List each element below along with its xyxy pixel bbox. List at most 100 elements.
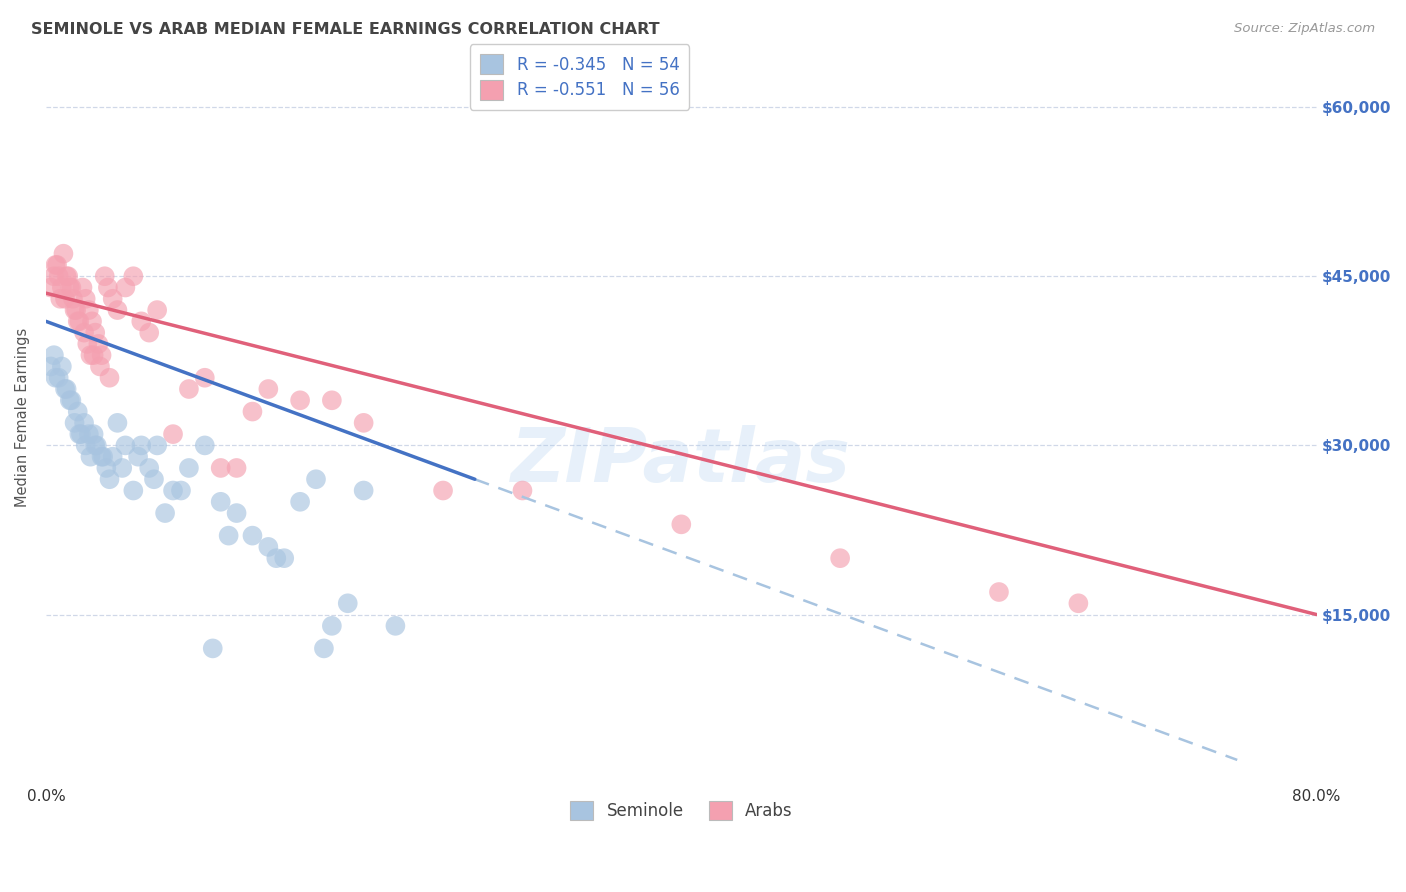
Point [96,461,118,475]
Point [60,393,83,408]
Point [225,506,247,520]
Y-axis label: Median Female Earnings: Median Female Earnings [15,327,30,507]
Point [209,495,232,509]
Point [288,393,311,408]
Point [62,292,84,306]
Point [70,427,93,442]
Point [432,483,454,498]
Point [107,303,129,318]
Point [39,280,62,294]
Point [90,348,112,362]
Point [266,551,288,566]
Point [107,416,129,430]
Point [46,258,69,272]
Text: ZIPatlas: ZIPatlas [512,425,851,498]
Point [138,461,160,475]
Point [55,382,77,396]
Point [671,517,693,532]
Point [42,269,65,284]
Point [988,585,1011,599]
Point [55,269,77,284]
Point [80,314,103,328]
Point [101,292,124,306]
Point [321,393,343,408]
Point [73,326,96,340]
Point [60,280,83,294]
Point [127,450,149,464]
Point [194,370,217,384]
Point [53,382,76,396]
Point [146,303,169,318]
Point [75,292,97,306]
Point [830,551,852,566]
Point [66,404,89,418]
Point [59,393,82,408]
Point [114,280,136,294]
Point [162,427,184,442]
Point [273,551,295,566]
Point [257,382,280,396]
Point [77,303,100,318]
Point [98,472,121,486]
Point [242,404,264,418]
Point [138,326,160,340]
Point [84,326,107,340]
Point [44,370,66,384]
Point [42,348,65,362]
Point [79,348,101,362]
Point [72,280,94,294]
Point [83,427,105,442]
Point [89,359,111,374]
Point [66,314,89,328]
Point [129,314,152,328]
Point [53,292,76,306]
Point [63,416,86,430]
Point [218,528,240,542]
Point [63,303,86,318]
Point [73,416,96,430]
Point [86,438,108,452]
Point [146,438,169,452]
Point [162,483,184,498]
Point [353,416,375,430]
Point [129,438,152,452]
Point [1067,596,1090,610]
Point [336,596,359,610]
Point [122,483,145,498]
Point [52,246,75,260]
Point [79,450,101,464]
Point [312,641,335,656]
Point [201,641,224,656]
Point [93,269,115,284]
Legend: Seminole, Arabs: Seminole, Arabs [562,794,800,827]
Point [122,269,145,284]
Point [67,314,90,328]
Point [44,258,66,272]
Text: Source: ZipAtlas.com: Source: ZipAtlas.com [1234,22,1375,36]
Point [288,495,311,509]
Point [98,370,121,384]
Point [75,438,97,452]
Point [91,450,114,464]
Point [225,461,247,475]
Point [65,303,87,318]
Point [305,472,328,486]
Point [242,528,264,542]
Point [90,450,112,464]
Point [83,348,105,362]
Point [76,337,98,351]
Point [170,483,193,498]
Point [51,359,73,374]
Point [48,370,70,384]
Point [321,619,343,633]
Point [194,438,217,452]
Point [177,461,200,475]
Point [143,472,166,486]
Point [384,619,406,633]
Point [48,269,70,284]
Point [177,382,200,396]
Point [67,427,90,442]
Point [59,280,82,294]
Point [39,359,62,374]
Point [84,438,107,452]
